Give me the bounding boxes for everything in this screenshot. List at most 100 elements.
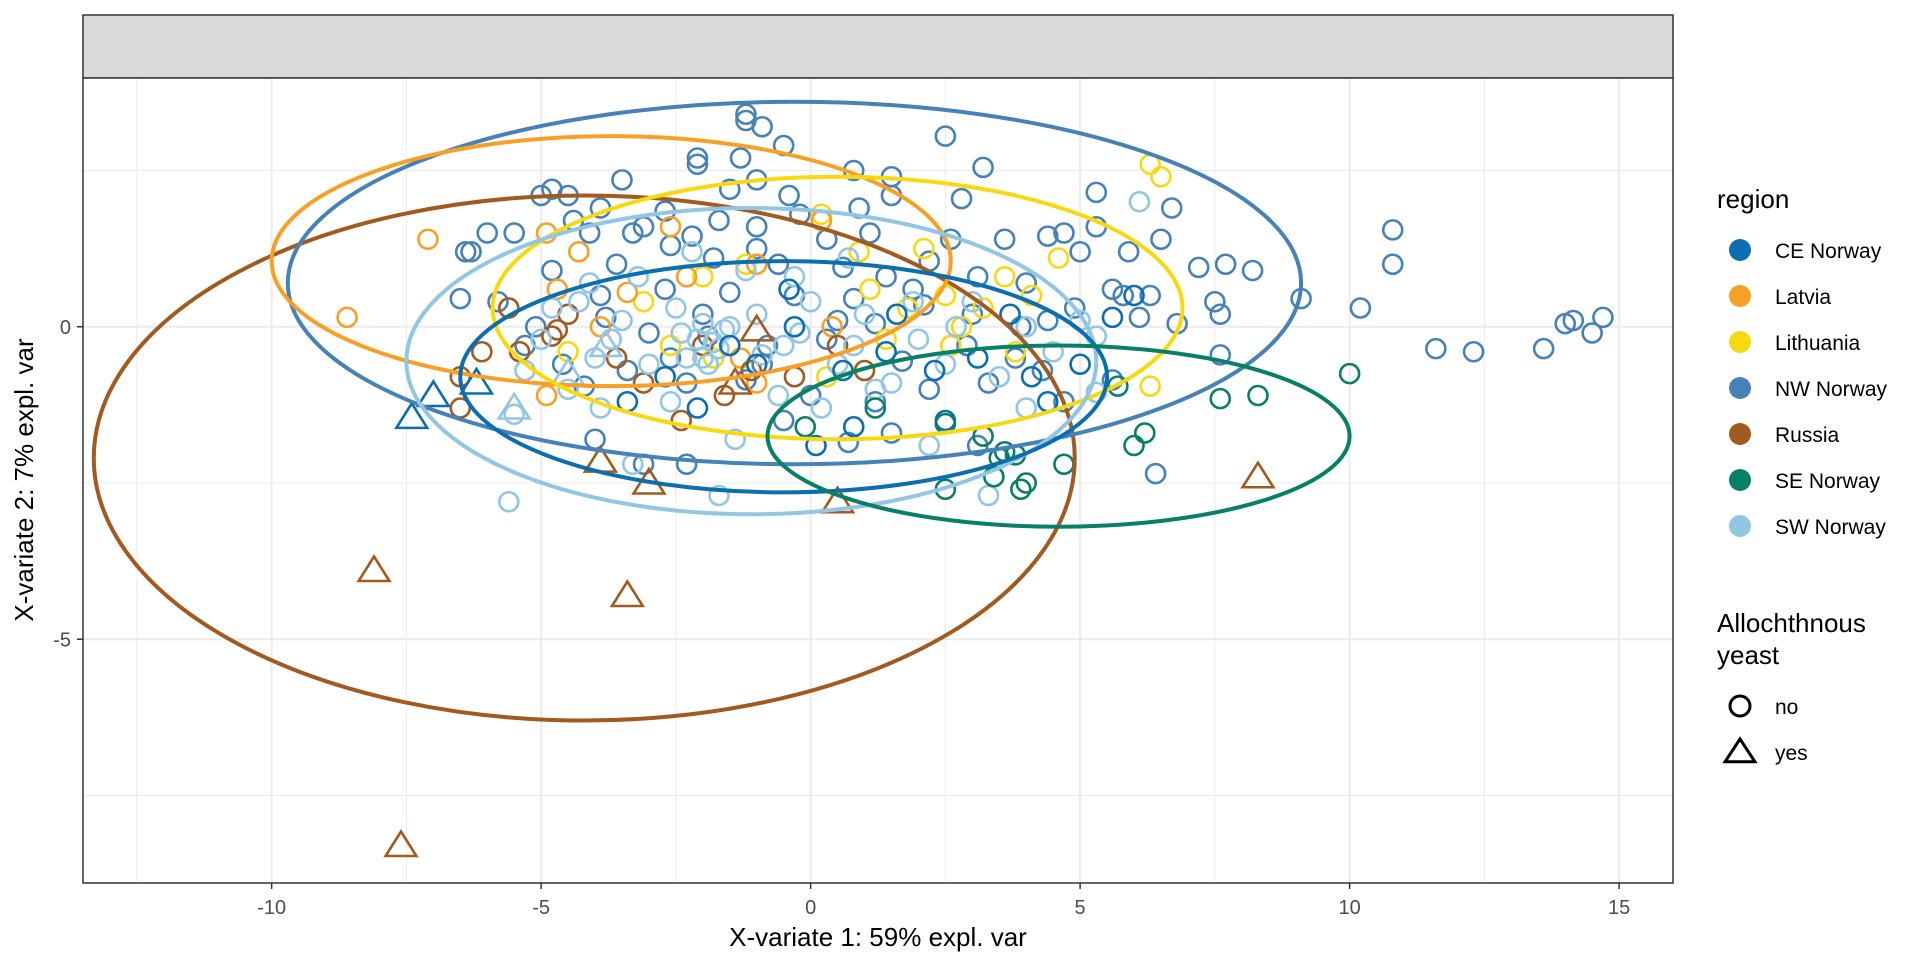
- point-circle: [541, 325, 563, 347]
- point-circle: [945, 315, 967, 338]
- point-circle: [767, 253, 790, 276]
- point-circle: [718, 178, 741, 201]
- point-circle: [417, 228, 439, 251]
- point-circle: [1015, 272, 1038, 294]
- point-circle: [1214, 253, 1237, 276]
- point-circle: [783, 265, 806, 288]
- point-circle: [638, 322, 660, 344]
- x-tick-label: 10: [1338, 897, 1360, 919]
- point-circle: [632, 290, 655, 313]
- x-tick-label: 5: [1075, 897, 1086, 919]
- confidence-ellipse: [765, 343, 1352, 529]
- point-circle: [718, 281, 741, 304]
- x-tick-label: -10: [257, 897, 286, 919]
- point-triangle: [496, 391, 532, 420]
- point-circle: [1042, 340, 1064, 363]
- point-circle: [497, 490, 520, 513]
- plot-panel: [83, 78, 1673, 883]
- x-tick-label: -5: [532, 897, 550, 919]
- point-circle: [745, 303, 768, 326]
- point-circle: [1085, 181, 1108, 204]
- point-circle: [1139, 284, 1161, 307]
- point-circle: [1107, 375, 1129, 397]
- legend-label-region: SE Norway: [1775, 470, 1881, 493]
- point-circle: [616, 281, 639, 304]
- point-circle: [1069, 353, 1091, 376]
- point-circle: [972, 297, 994, 319]
- y-axis: -5 0: [53, 317, 83, 651]
- point-circle: [471, 340, 493, 363]
- point-circle: [1349, 297, 1372, 319]
- point-circle: [524, 315, 547, 338]
- point-circle: [476, 222, 499, 244]
- point-circle: [686, 147, 709, 169]
- point-circle: [1063, 297, 1086, 319]
- point-circle: [1123, 284, 1145, 307]
- legend-key-circle: [1728, 694, 1752, 718]
- point-circle: [686, 153, 709, 176]
- y-axis-title: X-variate 2: 7% expl. var: [9, 338, 39, 622]
- point-circle: [902, 290, 924, 313]
- point-circle: [708, 209, 730, 232]
- point-circle: [487, 290, 509, 313]
- x-axis-title: X-variate 1: 59% expl. var: [729, 922, 1027, 952]
- plot-panel-border: [82, 77, 1674, 884]
- point-circle: [665, 297, 687, 319]
- point-circle: [735, 103, 757, 126]
- point-circle: [783, 315, 806, 338]
- point-circle: [659, 215, 682, 238]
- point-circle: [638, 353, 660, 376]
- point-triangle: [819, 485, 856, 514]
- point-triangle: [394, 400, 430, 430]
- legend-label-region: SW Norway: [1775, 516, 1886, 539]
- point-circle: [810, 397, 833, 419]
- point-circle: [864, 397, 887, 419]
- legend-key-region: [1729, 377, 1751, 399]
- point-circle: [972, 156, 994, 179]
- point-circle: [1532, 337, 1555, 360]
- point-circle: [815, 328, 838, 351]
- point-circle: [692, 312, 714, 335]
- point-circle: [993, 265, 1016, 288]
- point-circle: [454, 240, 477, 263]
- point-circle: [589, 284, 612, 307]
- x-axis: -10 -5 0 5 10 15: [257, 883, 1630, 919]
- point-circle: [745, 215, 768, 238]
- point-circle: [1581, 322, 1603, 344]
- point-circle: [503, 222, 525, 244]
- point-circle: [1053, 222, 1075, 244]
- point-circle: [659, 390, 682, 413]
- point-circle: [1160, 197, 1183, 219]
- point-circle: [999, 303, 1021, 326]
- point-triangle: [383, 829, 419, 858]
- x-tick-label: 0: [805, 897, 816, 919]
- point-circle: [1209, 387, 1232, 410]
- point-circle: [729, 147, 752, 169]
- point-circle: [1015, 472, 1038, 494]
- legend-region-title: region: [1717, 184, 1789, 214]
- point-circle: [988, 365, 1011, 388]
- point-triangle: [415, 379, 452, 408]
- point-circle: [568, 240, 590, 263]
- point-circle: [1381, 219, 1404, 241]
- point-circle: [1187, 256, 1210, 279]
- point-circle: [589, 315, 612, 338]
- point-circle: [708, 484, 730, 507]
- point-circle: [1133, 422, 1156, 444]
- point-circle: [1592, 306, 1614, 329]
- point-circle: [1020, 284, 1043, 307]
- point-circle: [993, 228, 1016, 251]
- point-circle: [1010, 478, 1032, 501]
- legend-key-triangle: [1722, 736, 1758, 764]
- point-circle: [578, 222, 601, 244]
- point-circle: [681, 240, 703, 263]
- point-triangle: [717, 366, 753, 395]
- point-triangle: [609, 579, 646, 608]
- legend-label-shape: yes: [1775, 742, 1808, 765]
- point-circle: [1069, 240, 1091, 263]
- point-circle: [977, 372, 1000, 394]
- point-circle: [1139, 375, 1161, 397]
- point-triangle: [738, 313, 775, 342]
- point-circle: [681, 225, 703, 247]
- legend-label-region: Lithuania: [1775, 332, 1861, 355]
